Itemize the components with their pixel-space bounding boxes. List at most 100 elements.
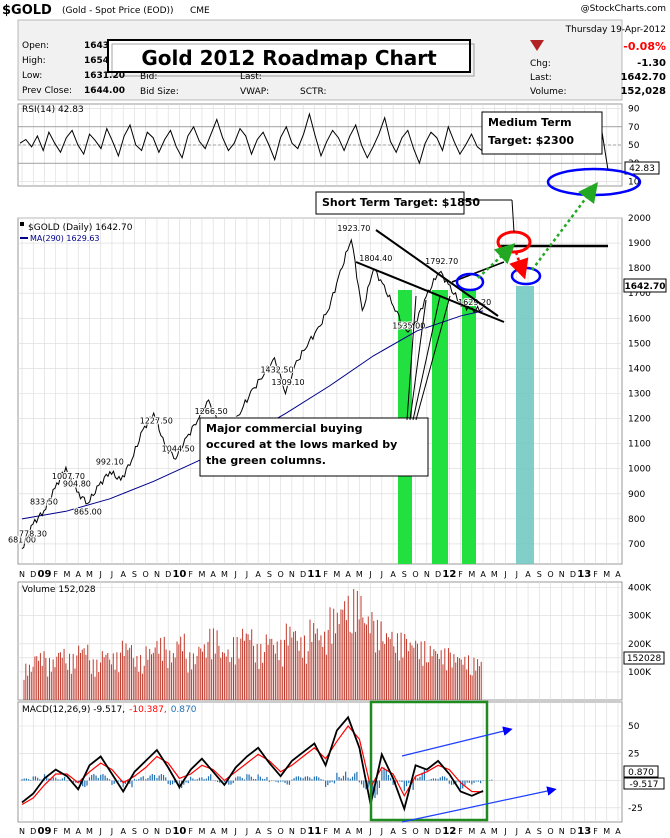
- price-month-label: M: [468, 570, 475, 579]
- macd-x-axis: N D 09 F M A M J J A S O N D 10 F M A M J J A S O N D 11 F M A M J J A S O N…: [19, 826, 621, 837]
- current-price-ellipse: [455, 272, 485, 292]
- price-month-label: J: [99, 570, 102, 579]
- triangle-upper-line: [375, 229, 499, 317]
- commercial-buying-note-line: the green columns.: [206, 454, 326, 467]
- price-tick-label: 1000: [628, 465, 651, 475]
- price-month-label: O: [547, 570, 553, 579]
- price-month-label: N: [19, 570, 25, 579]
- macd-month-label: M: [468, 827, 475, 836]
- macd-month-label: M: [221, 827, 228, 836]
- macd-month-label: N: [424, 827, 430, 836]
- price-annotation-12: 1309.10: [271, 378, 304, 387]
- price-month-label: A: [75, 570, 81, 579]
- macd-month-label: J: [245, 827, 248, 836]
- price-month-label: J: [503, 570, 506, 579]
- medium-target-note-box: [481, 111, 603, 155]
- macd-legend-part: 0.870: [171, 705, 197, 715]
- price-month-label: A: [480, 570, 486, 579]
- short-target-callout: [511, 199, 515, 233]
- volume-tick-label: 200K: [628, 640, 652, 650]
- macd-panel: [17, 701, 623, 823]
- month-gridlines: [21, 582, 619, 700]
- right-quote-value-1: 1642.70: [620, 72, 666, 83]
- price-annotation-2: 833.50: [30, 497, 58, 506]
- price-month-label: D: [165, 570, 171, 579]
- price-annotation-15: 1535.00: [392, 322, 425, 331]
- price-tick-label: 1300: [628, 390, 651, 400]
- price-month-label: A: [525, 570, 531, 579]
- price-month-label: A: [345, 570, 351, 579]
- price-month-label: D: [435, 570, 441, 579]
- price-month-label: A: [210, 570, 216, 579]
- price-month-label: D: [570, 570, 576, 579]
- price-month-label: F: [593, 570, 598, 579]
- quote-value-1: 1654: [84, 56, 109, 66]
- arrow-to-short-target: [477, 243, 516, 279]
- macd-month-label: M: [356, 827, 363, 836]
- price-month-label: S: [402, 570, 407, 579]
- macd-month-label: S: [537, 827, 542, 836]
- ma-title: MA(290) 1629.63: [30, 234, 100, 243]
- price-month-label: N: [559, 570, 565, 579]
- arrow-to-medium-target: [531, 182, 598, 271]
- macd-month-label: 09: [38, 826, 52, 837]
- price-month-label: O: [277, 570, 283, 579]
- price-month-label: J: [368, 570, 371, 579]
- macd-month-label: F: [53, 827, 58, 836]
- rsi-current-label: 42.83: [629, 164, 655, 174]
- quote-value-2: 1631.20: [84, 71, 125, 81]
- short-target-note-text: Short Term Target: $1850: [322, 196, 480, 209]
- macd-month-label: M: [198, 827, 205, 836]
- quote-value-3: 1644.00: [84, 86, 125, 96]
- price-month-label: M: [491, 570, 498, 579]
- macd-tick-label: -25: [628, 804, 643, 814]
- price-month-label: D: [300, 570, 306, 579]
- price-month-label: S: [132, 570, 137, 579]
- macd-month-label: M: [603, 827, 610, 836]
- green-column-2: [432, 290, 448, 564]
- macd-month-label: J: [99, 827, 102, 836]
- macd-month-label: J: [110, 827, 113, 836]
- rsi-tick-label: 10: [628, 177, 640, 187]
- price-month-label: 13: [577, 569, 591, 580]
- macd-month-label: O: [143, 827, 149, 836]
- price-month-label: A: [615, 570, 621, 579]
- price-tick-label: 1700: [628, 289, 651, 299]
- price-month-label: S: [267, 570, 272, 579]
- price-tick-label: 1500: [628, 339, 651, 349]
- macd-month-label: S: [132, 827, 137, 836]
- last-label: Last:: [240, 72, 262, 82]
- macd-month-label: M: [333, 827, 340, 836]
- right-quote-label-0: Chg:: [530, 59, 551, 69]
- right-quote-label-2: Volume:: [530, 87, 567, 97]
- price-annotation-7: 1227.50: [140, 417, 173, 426]
- price-tick-label: 900: [628, 490, 645, 500]
- triangle-lower-line: [355, 261, 505, 323]
- price-title: $GOLD (Daily) 1642.70: [28, 223, 133, 233]
- price-month-label: S: [537, 570, 542, 579]
- quote-value-0: 1643: [84, 41, 109, 51]
- bid-size-label: Bid Size:: [140, 87, 179, 97]
- macd-line: [21, 715, 484, 812]
- date-label: Thursday 19-Apr-2012: [565, 25, 666, 35]
- rsi-tick-label: 70: [628, 123, 640, 133]
- exchange-label: CME: [190, 6, 210, 16]
- volume-title: Volume 152,028: [22, 585, 96, 595]
- price-month-label: M: [356, 570, 363, 579]
- price-month-label: 11: [307, 569, 321, 580]
- macd-month-label: J: [233, 827, 236, 836]
- macd-month-label: 10: [172, 826, 186, 837]
- price-month-label: A: [120, 570, 126, 579]
- quote-label-2: Low:: [22, 71, 42, 81]
- note-pointer-4: [415, 295, 451, 421]
- price-tick-label: 700: [628, 540, 645, 550]
- macd-month-label: J: [380, 827, 383, 836]
- price-month-label: J: [380, 570, 383, 579]
- price-current-label: 1642.70: [625, 282, 666, 292]
- price-current-box: [623, 278, 667, 293]
- macd-current-label-1: 0.870: [628, 768, 654, 778]
- price-annotation-16: 1792.70: [425, 257, 458, 266]
- price-annotation-13: 1923.70: [337, 224, 370, 233]
- macd-month-label: M: [64, 827, 71, 836]
- rsi-tick-label: 50: [628, 141, 640, 151]
